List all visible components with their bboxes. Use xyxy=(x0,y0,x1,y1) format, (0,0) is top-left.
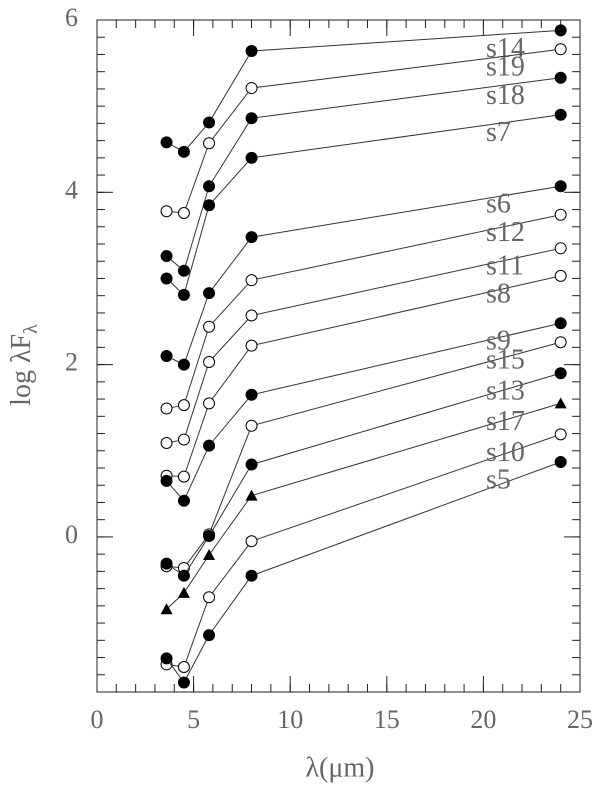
point xyxy=(245,419,258,432)
x-tick-label: 0 xyxy=(91,705,104,734)
point xyxy=(177,358,190,371)
point xyxy=(554,43,567,56)
point xyxy=(203,591,216,604)
point xyxy=(203,180,216,193)
point xyxy=(160,205,173,218)
series-label: s12 xyxy=(486,217,525,248)
point xyxy=(160,437,173,450)
point xyxy=(160,350,173,362)
series-label: s15 xyxy=(486,345,525,376)
point xyxy=(554,428,567,441)
point xyxy=(554,397,567,409)
point xyxy=(245,569,258,582)
x-tick-label: 5 xyxy=(187,705,200,734)
point xyxy=(177,206,190,219)
y-tick-label: 0 xyxy=(65,520,78,549)
point xyxy=(177,661,190,674)
point xyxy=(177,586,190,598)
point xyxy=(203,199,216,212)
point xyxy=(245,112,258,125)
point xyxy=(177,676,190,689)
point xyxy=(245,388,258,401)
point xyxy=(177,470,190,483)
point xyxy=(160,603,173,615)
point xyxy=(177,569,190,582)
point xyxy=(177,145,190,158)
series-label: s5 xyxy=(486,464,511,495)
point xyxy=(160,557,173,570)
point xyxy=(203,530,216,543)
point xyxy=(160,652,173,665)
point xyxy=(177,433,190,446)
point xyxy=(245,231,258,244)
x-tick-label: 20 xyxy=(470,705,496,734)
series-label: s7 xyxy=(486,117,511,148)
point xyxy=(554,455,567,468)
series-label: s11 xyxy=(486,251,524,282)
point xyxy=(160,402,173,415)
point xyxy=(245,82,258,95)
y-tick-label: 6 xyxy=(65,3,78,32)
point xyxy=(203,629,216,642)
point xyxy=(177,399,190,412)
series-label: s10 xyxy=(486,437,525,468)
y-tick-label: 2 xyxy=(65,348,78,377)
point xyxy=(554,367,567,380)
point xyxy=(554,208,567,221)
point xyxy=(177,264,190,277)
series-label: s6 xyxy=(486,189,511,220)
point xyxy=(554,242,567,255)
point xyxy=(245,274,258,287)
point xyxy=(203,549,216,561)
series-label: s9 xyxy=(486,326,511,357)
point xyxy=(160,272,173,285)
point xyxy=(554,317,567,330)
point xyxy=(203,397,216,410)
point xyxy=(554,336,567,349)
series-label: s17 xyxy=(486,406,525,437)
point xyxy=(203,137,216,150)
point xyxy=(245,458,258,471)
point xyxy=(245,151,258,164)
plot-frame xyxy=(96,19,581,693)
point xyxy=(203,287,216,300)
series-label: s19 xyxy=(486,52,525,83)
y-tick-label: 4 xyxy=(65,175,78,204)
point xyxy=(160,250,173,263)
point xyxy=(245,339,258,352)
series-label: s13 xyxy=(486,376,525,407)
point xyxy=(245,45,258,58)
point xyxy=(245,309,258,322)
point xyxy=(177,494,190,507)
series-label: s8 xyxy=(486,278,511,309)
point xyxy=(203,356,216,369)
x-tick-label: 25 xyxy=(567,705,593,734)
point xyxy=(160,474,173,487)
point xyxy=(203,439,216,452)
point xyxy=(160,136,173,149)
x-tick-label: 10 xyxy=(277,705,303,734)
point xyxy=(554,71,567,84)
point xyxy=(554,24,567,37)
point xyxy=(554,180,567,193)
series-label: s18 xyxy=(486,80,525,111)
point xyxy=(554,269,567,282)
point xyxy=(245,535,258,548)
point xyxy=(245,489,258,501)
point xyxy=(554,108,567,121)
x-tick-label: 15 xyxy=(374,705,400,734)
x-axis-label: λ(μm) xyxy=(305,752,374,783)
y-axis-label-sub: λ xyxy=(20,324,42,334)
point xyxy=(203,116,216,129)
series-label: s14 xyxy=(486,33,525,64)
point xyxy=(203,320,216,333)
y-axis-label: log λFλ xyxy=(6,324,41,406)
y-axis-label-main: log λF xyxy=(6,334,37,406)
point xyxy=(177,288,190,301)
